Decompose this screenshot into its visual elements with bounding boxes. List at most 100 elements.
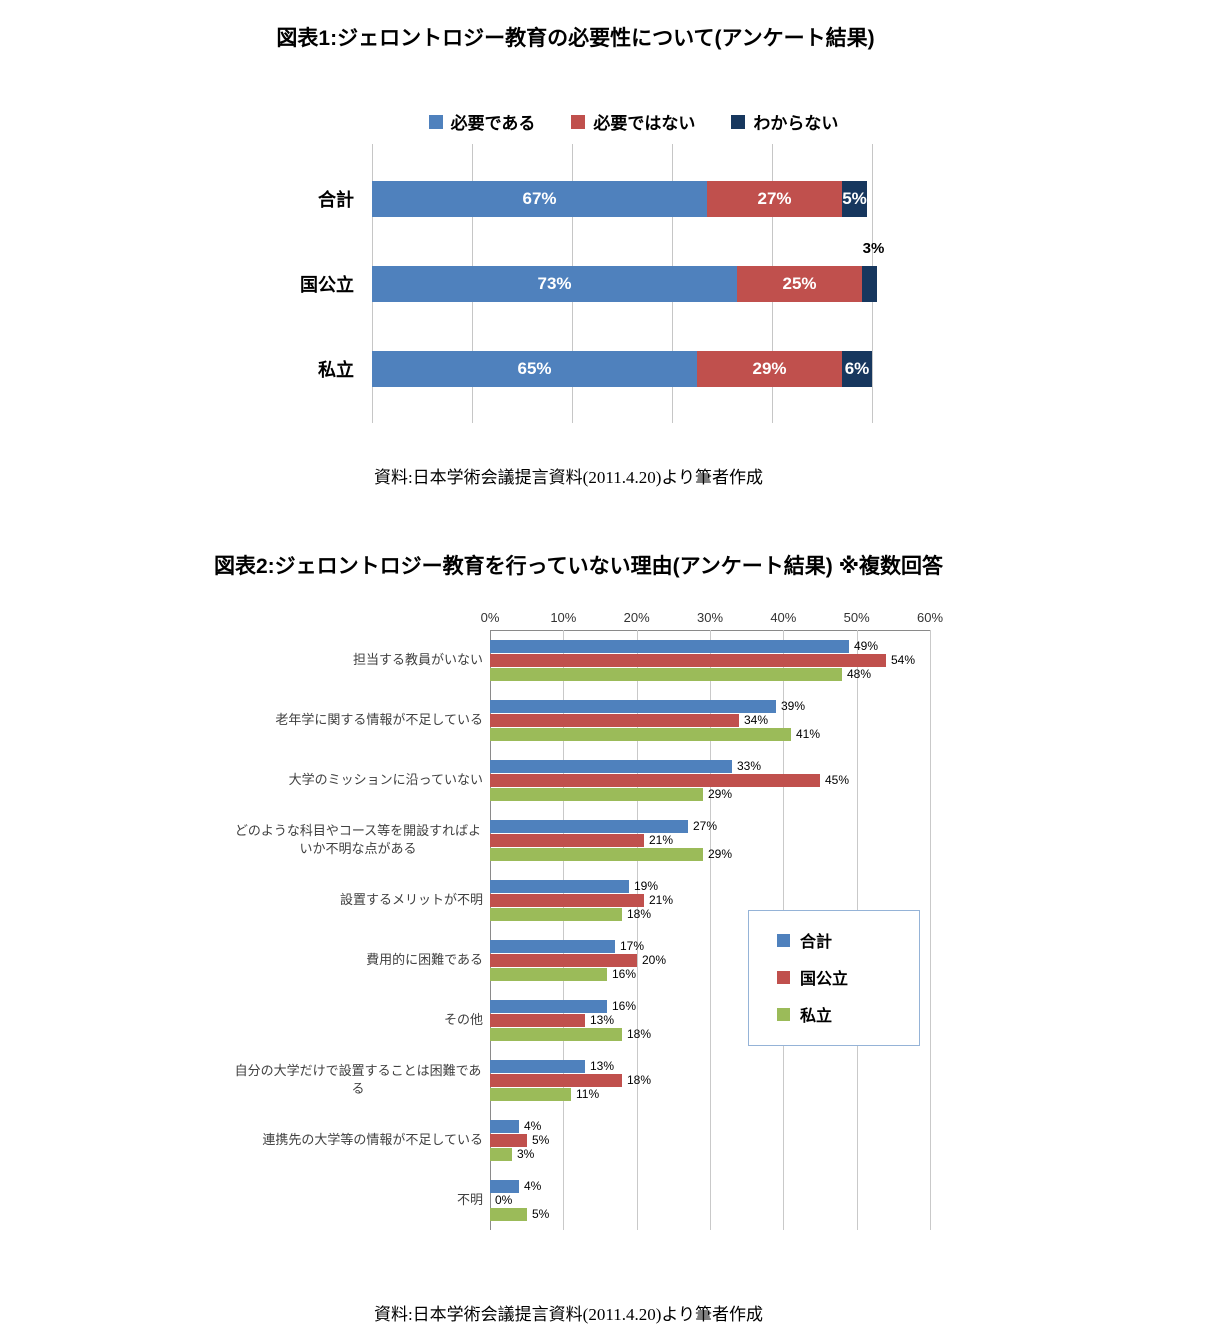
category-label: その他 (443, 1012, 483, 1028)
chart1-plot: 合計 67% 27% 5% 国公立 73% 25% 3% 私立 65% 29% 6% (222, 144, 884, 423)
category-group: その他 16% 13% 18% (230, 990, 1020, 1050)
bar (490, 1119, 519, 1133)
legend-label: 合計 (800, 934, 833, 951)
bar-row: 54% (490, 653, 1010, 667)
chart1-title: 図表1:ジェロントロジー教育の必要性について(アンケート結果) (276, 27, 875, 50)
bar (490, 939, 615, 953)
category-label: 不明 (456, 1192, 483, 1208)
chart1-source: 資料:日本学術会議提言資料(2011.4.20)より筆者作成 (373, 468, 764, 487)
bar-value-label: 17% (620, 939, 645, 953)
legend-swatch (777, 933, 790, 947)
bar (490, 1013, 585, 1027)
chart1-legend: 必要である 必要ではない わからない (25, 109, 1217, 134)
bar-segment: 67% (372, 180, 707, 217)
bar-row: 45% (490, 773, 1010, 787)
bar-row: 4% (490, 1119, 1010, 1133)
bar-row: 合計 67% 27% 5% (222, 156, 882, 241)
bar-value-label: 16% (612, 999, 637, 1013)
bar-segment: 6% (842, 350, 872, 387)
bar-group: 16% 13% 18% (490, 990, 1010, 1050)
bar-group: 49% 54% 48% (490, 630, 1010, 690)
bar-row: 国公立 73% 25% 3% (222, 240, 884, 326)
chart2-x-axis: 0% 10% 20% 30% 40% 50% 60% (230, 604, 1020, 630)
bar-value-label: 0% (495, 1193, 513, 1207)
bar-row: 4% (490, 1179, 1010, 1193)
axis-tick-label: 30% (696, 610, 724, 625)
bar-segment: 29% (697, 350, 842, 387)
category-label: 合計 (318, 189, 354, 210)
chart2-plot: 合計国公立私立 担当する教員がいない 49% 54% 48% 老年学に関する情報が不足し… (230, 630, 1020, 1230)
category-label: 連携先の大学等の情報が不足している (262, 1132, 483, 1148)
legend-swatch (777, 970, 790, 984)
bar-group: 39% 34% 41% (490, 690, 1010, 750)
bar-value-label: 16% (612, 967, 637, 981)
bar-row: 16% (490, 967, 1010, 981)
bar-value-label: 4% (524, 1179, 542, 1193)
axis-tick-label: 40% (770, 610, 797, 625)
figure-2: 図表2:ジェロントロジー教育を行っていない理由(アンケート結果) ※複数回答 0… (0, 550, 1217, 1325)
bar-value-label: 21% (649, 833, 674, 847)
bar-row: 13% (490, 1059, 1010, 1073)
bar (490, 953, 637, 967)
axis-tick-label: 50% (843, 610, 870, 625)
axis-tick-label: 10% (550, 610, 577, 625)
legend-item: 国公立 (777, 965, 919, 989)
bar-value-label: 13% (590, 1013, 615, 1027)
legend-item: 私立 (777, 1002, 919, 1026)
category-label: 担当する教員がいない (352, 652, 483, 668)
bar-group: 27% 21% 29% (490, 810, 1010, 870)
bar-row: 34% (490, 713, 1010, 727)
legend-label: 必要である (450, 114, 536, 133)
legend-swatch (428, 114, 443, 129)
category-label: どのような科目やコース等を開設すればよいか不明な点がある (234, 823, 482, 856)
bar-value-label: 49% (854, 639, 879, 653)
bar-row: 13% (490, 1013, 1010, 1027)
bar (490, 713, 739, 727)
bar-track: 65% 29% 6% (372, 350, 872, 387)
bar (490, 1133, 527, 1147)
bar-row: 48% (490, 667, 1010, 681)
legend-swatch (777, 1007, 790, 1021)
bar-value-label: 5% (842, 188, 867, 208)
legend-item: 合計 (777, 928, 919, 952)
bar-value-label: 25% (782, 273, 817, 293)
legend-label: 必要ではない (593, 114, 696, 133)
bar (490, 1147, 512, 1161)
bar-group: 33% 45% 29% (490, 750, 1010, 810)
bar (490, 773, 820, 787)
legend-item: 必要ではない (571, 109, 695, 134)
bar-value-label: 73% (537, 273, 572, 293)
gridline (490, 630, 491, 1230)
bar-value-label: 39% (781, 699, 806, 713)
category-label: 私立 (318, 359, 354, 380)
category-label: 自分の大学だけで設置することは困難である (234, 1063, 482, 1096)
bar-value-label: 6% (844, 358, 870, 378)
bar-row: 20% (490, 953, 1010, 967)
bar-group: 4% 0% 5% (490, 1170, 1010, 1230)
bar-value-label: 33% (737, 759, 762, 773)
bar (490, 1087, 571, 1101)
bar-value-label: 27% (757, 188, 792, 208)
bar-row: 17% (490, 939, 1010, 953)
bar-value-label: 4% (524, 1119, 542, 1133)
category-label: 老年学に関する情報が不足している (275, 712, 483, 728)
gridline (563, 630, 565, 1230)
bar-row: 18% (490, 1073, 1010, 1087)
bar (490, 1179, 519, 1193)
bar-row: 29% (490, 787, 1010, 801)
bar-segment: 65% (372, 350, 697, 387)
bar-value-label: 18% (627, 1027, 652, 1041)
legend-swatch (571, 114, 586, 129)
bar-row: 19% (490, 879, 1010, 893)
gridline (710, 630, 711, 1230)
axis-tick-label: 60% (916, 610, 944, 625)
legend-swatch (731, 114, 746, 129)
bar (490, 759, 732, 773)
bar-track: 73% 25% 3% (372, 240, 884, 302)
category-group: 費用的に困難である 17% 20% 16% (230, 930, 1020, 990)
category-group: どのような科目やコース等を開設すればよいか不明な点がある 27% 21% 29% (230, 810, 1020, 870)
bar-row: 0% (490, 1193, 1010, 1207)
bar-value-label: 34% (744, 713, 769, 727)
bar (490, 787, 703, 801)
category-group: 老年学に関する情報が不足している 39% 34% 41% (230, 690, 1020, 750)
